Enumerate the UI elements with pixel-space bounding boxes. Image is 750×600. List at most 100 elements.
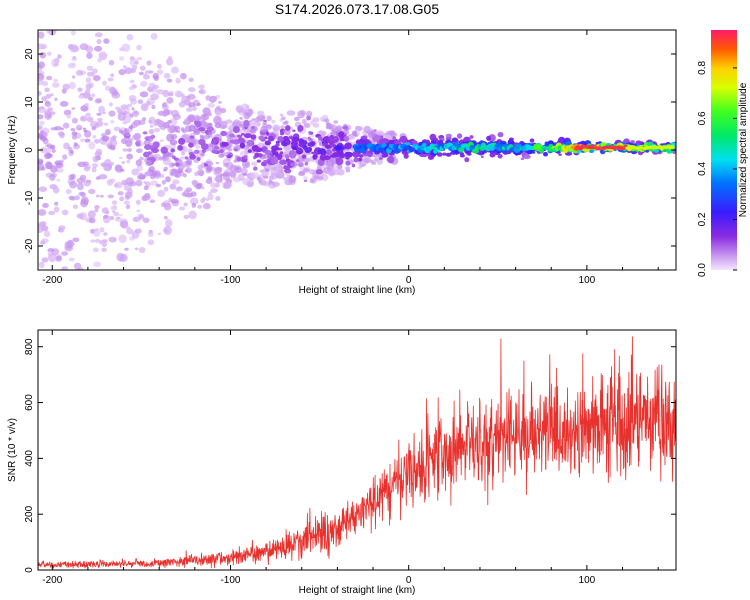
spectrogram-cell (303, 176, 308, 180)
spectrogram-cell (103, 215, 109, 219)
spectrogram-cell (113, 212, 120, 217)
spectrogram-cell (104, 122, 109, 126)
spectrogram-cell (307, 146, 312, 151)
spectrogram-cell (215, 110, 222, 116)
spectrogram-cell (76, 182, 84, 191)
x-tick-label: -200 (42, 275, 62, 286)
spectrogram-cell (240, 103, 250, 111)
spectrogram-cell (209, 97, 216, 104)
spectrogram-cell (164, 219, 173, 227)
spectrogram-cell (82, 127, 87, 130)
spectrogram-cell (38, 261, 45, 269)
spectrogram-cell (39, 147, 48, 154)
y-tick-label: -10 (24, 190, 35, 205)
spectrogram-cell (96, 38, 102, 45)
spectrogram-cell (325, 163, 330, 167)
spectrogram-cell (80, 116, 85, 122)
spectrogram-cell (143, 181, 147, 184)
spectrogram-cell (288, 178, 295, 184)
spectrogram-cell (59, 100, 69, 107)
spectrogram-cell (155, 183, 162, 188)
spectrogram-cell (283, 165, 291, 170)
spectrogram-cell (325, 118, 330, 123)
spectrogram-cell (486, 135, 492, 141)
spectrogram-cell (387, 155, 395, 164)
spectrogram-cell (333, 120, 339, 124)
spectrogram-cell (192, 106, 197, 112)
spectrogram-cell (195, 143, 201, 150)
spectrogram-cell (312, 154, 318, 159)
spectrogram-cell (91, 93, 96, 98)
spectrogram-cell (357, 166, 362, 169)
spectrogram-cell (262, 171, 270, 177)
spectrogram-cell (101, 133, 107, 137)
spectrogram-cell (180, 72, 187, 80)
spectrogram-cell (210, 182, 217, 188)
spectrogram-cell (160, 202, 166, 207)
spectrogram-cell (53, 63, 58, 66)
spectrogram-cell (99, 227, 105, 233)
spectrogram-cell (48, 210, 55, 216)
spectrogram-cell (251, 144, 259, 152)
spectrogram-cell (243, 119, 250, 127)
spectrogram-cell (145, 159, 152, 166)
spectrogram-cell (163, 72, 171, 79)
spectrogram-cell (80, 192, 87, 198)
spectrogram-cell (41, 96, 47, 102)
spectrogram-cell (183, 189, 190, 198)
spectrogram-cell (198, 89, 206, 95)
spectrogram-cell (149, 124, 154, 128)
spectrogram-cell (108, 236, 117, 243)
spectrogram-cell (92, 135, 97, 139)
spectrogram-cell (630, 140, 635, 144)
spectrogram-cell (543, 151, 548, 157)
spectrogram-cell (118, 156, 124, 160)
spectrogram-cell (83, 129, 88, 133)
spectrogram-cell (70, 128, 76, 132)
spectrogram-cell (137, 99, 144, 104)
spectrogram-cell (171, 66, 179, 74)
spectrogram-cell (148, 120, 152, 124)
spectrogram-cell (351, 163, 356, 168)
spectrogram-cell (291, 139, 298, 146)
spectrogram-cell (457, 133, 463, 139)
spectrogram-cell (249, 120, 253, 123)
spectrogram-cell (265, 168, 269, 172)
x-tick-label: 0 (406, 575, 412, 586)
spectrogram-cell (78, 214, 83, 218)
spectrogram-cell (100, 194, 104, 198)
spectrogram-cell (508, 137, 514, 141)
spectrogram-cell (220, 130, 228, 137)
spectrogram-cell (361, 161, 367, 165)
spectrogram-cell (61, 209, 69, 216)
spectrogram-cell (292, 146, 297, 150)
spectrogram-cell (54, 126, 62, 131)
spectrogram-cell (195, 120, 202, 128)
spectrogram-cell (88, 141, 96, 150)
spectrogram-cell (134, 60, 139, 65)
spectrogram-cell (272, 124, 281, 132)
spectrogram-cell (497, 153, 503, 159)
spectrogram-cell (62, 83, 70, 91)
spectrogram-cell (82, 92, 91, 99)
spectrogram-cell (153, 127, 160, 133)
spectrogram-cell (40, 136, 47, 142)
spectrogram-cell (38, 91, 42, 96)
spectrogram-cell (98, 105, 106, 114)
spectrogram-cell (60, 229, 65, 233)
spectrogram-cell (458, 147, 465, 153)
spectrogram-cell (254, 152, 260, 158)
spectrogram-cell (175, 77, 181, 84)
spectrogram-cell (174, 125, 181, 131)
spectrogram-cell (38, 78, 44, 86)
spectrogram-cell (203, 202, 211, 210)
spectrogram-cell (108, 59, 115, 66)
spectrogram-cell (65, 188, 72, 195)
spectrogram-cell (249, 127, 257, 134)
spectrogram-cell (463, 143, 469, 147)
spectrogram-cell (469, 135, 474, 139)
spectrogram-cell (298, 170, 306, 176)
spectrogram-cell (98, 51, 108, 61)
spectrogram-cell (90, 239, 96, 243)
spectrogram-cell (50, 165, 58, 173)
